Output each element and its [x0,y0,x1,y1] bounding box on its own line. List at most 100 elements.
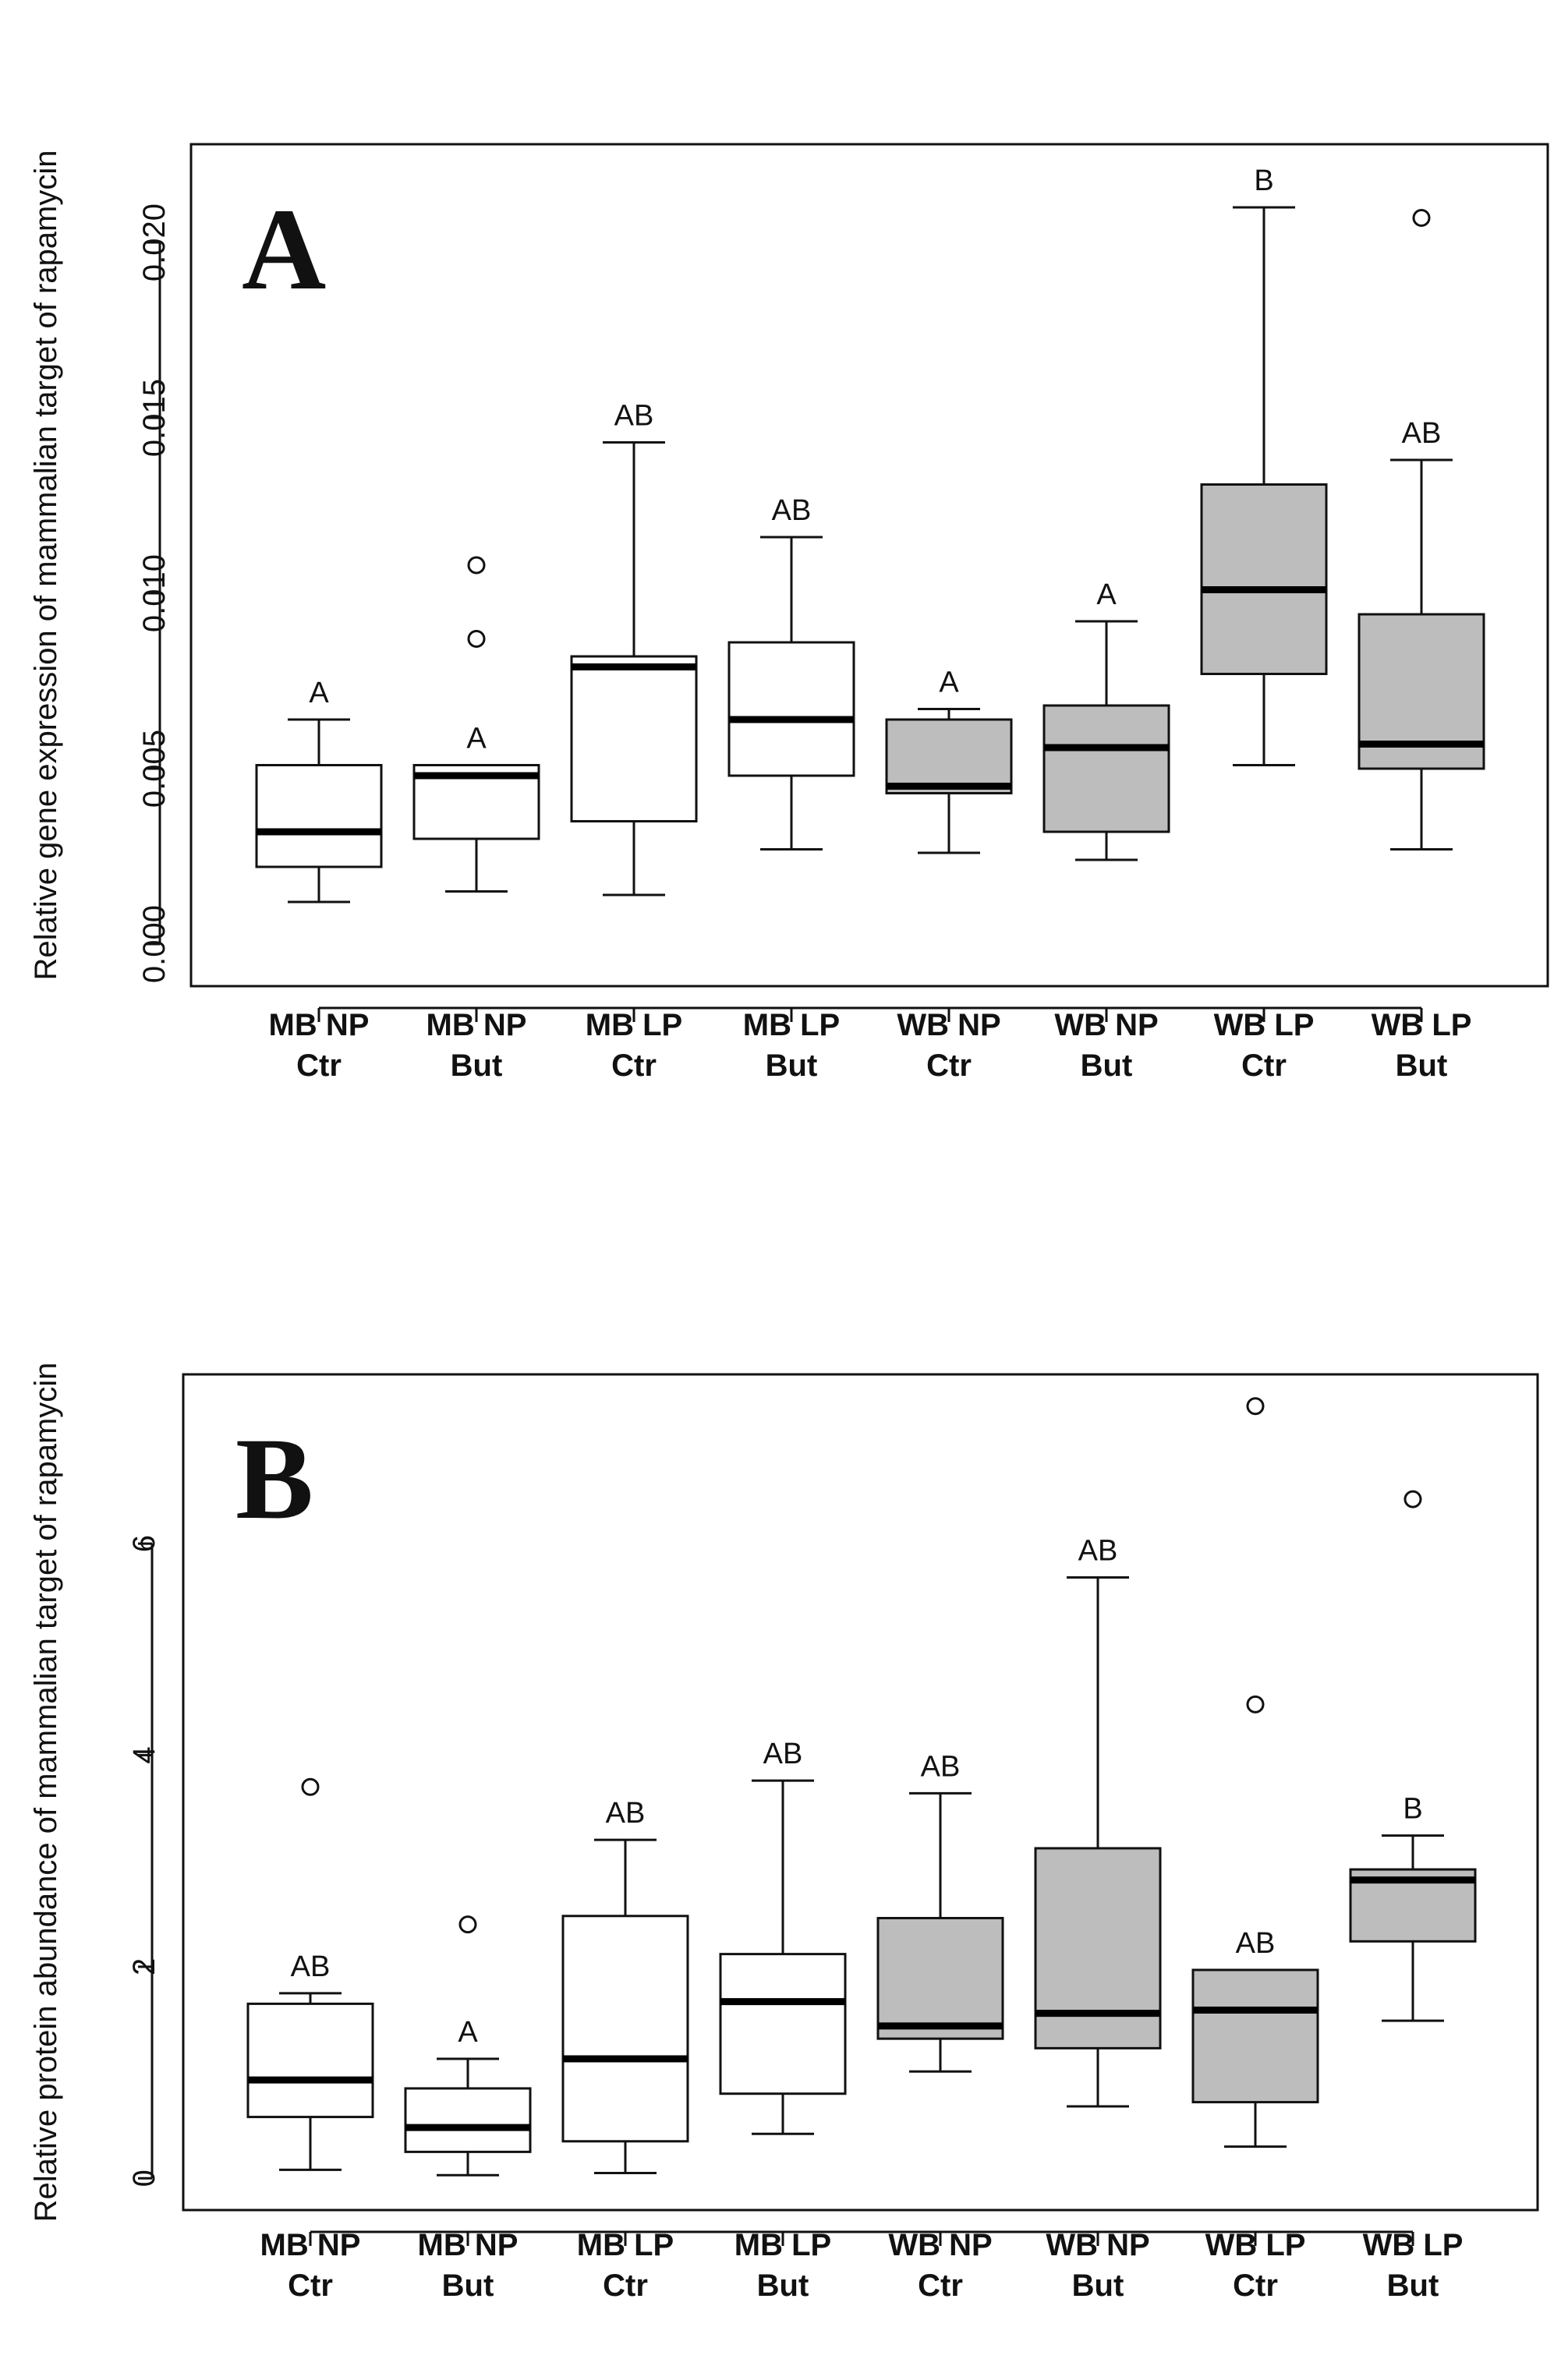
outlier-point [467,556,486,575]
y-axis-label: Relative protein abundance of mammalian … [29,1363,63,2223]
significance-letter: B [1254,164,1273,197]
outlier-point [467,630,486,648]
panel-label: B [235,1414,313,1544]
x-category-label-line2: But [1387,2269,1439,2303]
outlier-point [1412,209,1431,227]
significance-letter: A [309,677,329,709]
x-category-label-line1: MB NP [269,1008,370,1042]
iqr-box [727,641,855,777]
outlier-point [458,1915,477,1934]
y-tick-label: 0.000 [137,905,172,983]
x-category-label-line1: MB NP [427,1008,527,1042]
significance-letter: AB [614,400,654,433]
box-group: A MB NP But [412,556,540,1083]
iqr-box [561,1915,689,2143]
y-tick-label: 0 [127,2170,161,2187]
x-category-label-line1: WB NP [1046,2228,1149,2262]
x-category-label-line1: WB LP [1205,2228,1306,2262]
x-category-label-line2: But [451,1049,503,1083]
iqr-box [1200,483,1328,675]
x-category-label-line2: But [766,1049,818,1083]
significance-letter: AB [1078,1535,1118,1568]
iqr-box [1034,1847,1162,2049]
box-group: AB MB LP But [727,494,855,1083]
y-tick-label: 6 [127,1535,161,1552]
x-category-label-line1: MB LP [586,1008,682,1042]
x-category-label-line1: WB LP [1372,1008,1472,1042]
box-group: A MB NP But [404,1915,532,2303]
y-axis-label: Relative gene expression of mammalian ta… [29,150,63,981]
significance-letter: A [939,667,959,699]
significance-letter: A [466,723,487,755]
significance-letter: A [458,2016,478,2049]
iqr-box [246,2002,374,2119]
box-group: A WB NP But [1042,578,1170,1083]
iqr-box [885,718,1013,794]
x-category-label-line2: But [1072,2269,1124,2303]
y-tick-label: 0.015 [137,379,172,457]
box-group: AB WB NP Ctr [876,1750,1004,2303]
x-category-label-line2: Ctr [1233,2269,1278,2303]
x-category-label-line1: MB LP [734,2228,831,2262]
x-category-label-line2: But [757,2269,809,2303]
x-category-label-line1: MB NP [260,2228,361,2262]
significance-letter: AB [606,1797,646,1830]
iqr-box [570,655,698,822]
box-group: AB MB LP Ctr [570,400,698,1083]
y-tick-label: 2 [127,1958,161,1975]
y-tick-label: 4 [127,1746,161,1763]
x-category-label-line1: WB NP [897,1008,1000,1042]
iqr-box [1191,1968,1319,2104]
box-group: AB MB LP But [719,1738,847,2303]
iqr-box [255,764,383,868]
x-category-label-line2: But [1081,1049,1133,1083]
x-category-label-line2: Ctr [918,2269,963,2303]
plot-frame [182,1373,1539,2212]
x-category-label-line2: Ctr [611,1049,657,1083]
panel-b: B Relative protein abundance of mammalian… [29,1363,1539,2303]
x-category-label-line1: MB LP [577,2228,674,2262]
panel-a: A Relative gene expression of mammalian t… [29,143,1549,1083]
x-category-label-line2: But [1396,1049,1448,1083]
x-category-label-line1: WB LP [1363,2228,1464,2262]
y-tick-label: 0.010 [137,554,172,632]
x-category-label-line2: Ctr [926,1049,972,1083]
x-category-label-line1: WB NP [1054,1008,1158,1042]
significance-letter: B [1403,1793,1422,1826]
iqr-box [719,1953,847,2095]
x-category-label-line1: WB LP [1214,1008,1315,1042]
outlier-point [1246,1397,1265,1416]
x-category-label-line2: But [442,2269,494,2303]
panel-label: A [242,185,326,314]
box-group: A MB NP Ctr [255,677,383,1083]
box-group: AB WB LP Ctr [1191,1397,1319,2303]
significance-letter: AB [1402,417,1442,450]
x-category-label-line1: MB NP [418,2228,519,2262]
x-category-label-line1: MB LP [743,1008,840,1042]
significance-letter: AB [921,1750,961,1783]
box-group: A WB NP Ctr [885,667,1013,1083]
outlier-point [301,1777,320,1796]
box-group: B WB LP Ctr [1200,164,1328,1083]
significance-letter: AB [763,1738,803,1770]
outlier-point [1246,1695,1265,1713]
iqr-box [1042,704,1170,833]
iqr-box [404,2087,532,2153]
significance-letter: AB [772,494,812,527]
box-group: AB WB NP But [1034,1535,1162,2303]
x-category-label-line2: Ctr [288,2269,333,2303]
significance-letter: AB [291,1950,331,1983]
significance-letter: AB [1236,1927,1276,1960]
significance-letter: A [1096,578,1117,611]
box-group: AB MB LP Ctr [561,1797,689,2303]
iqr-box [876,1916,1004,2040]
box-group: B WB LP But [1349,1490,1477,2303]
outlier-point [1403,1490,1422,1508]
x-category-label-line2: Ctr [603,2269,648,2303]
plot-frame [189,143,1549,988]
box-group: AB WB LP But [1357,209,1485,1083]
x-category-label-line1: WB NP [888,2228,992,2262]
box-group: AB MB NP Ctr [246,1777,374,2303]
x-category-label-line2: Ctr [296,1049,342,1083]
